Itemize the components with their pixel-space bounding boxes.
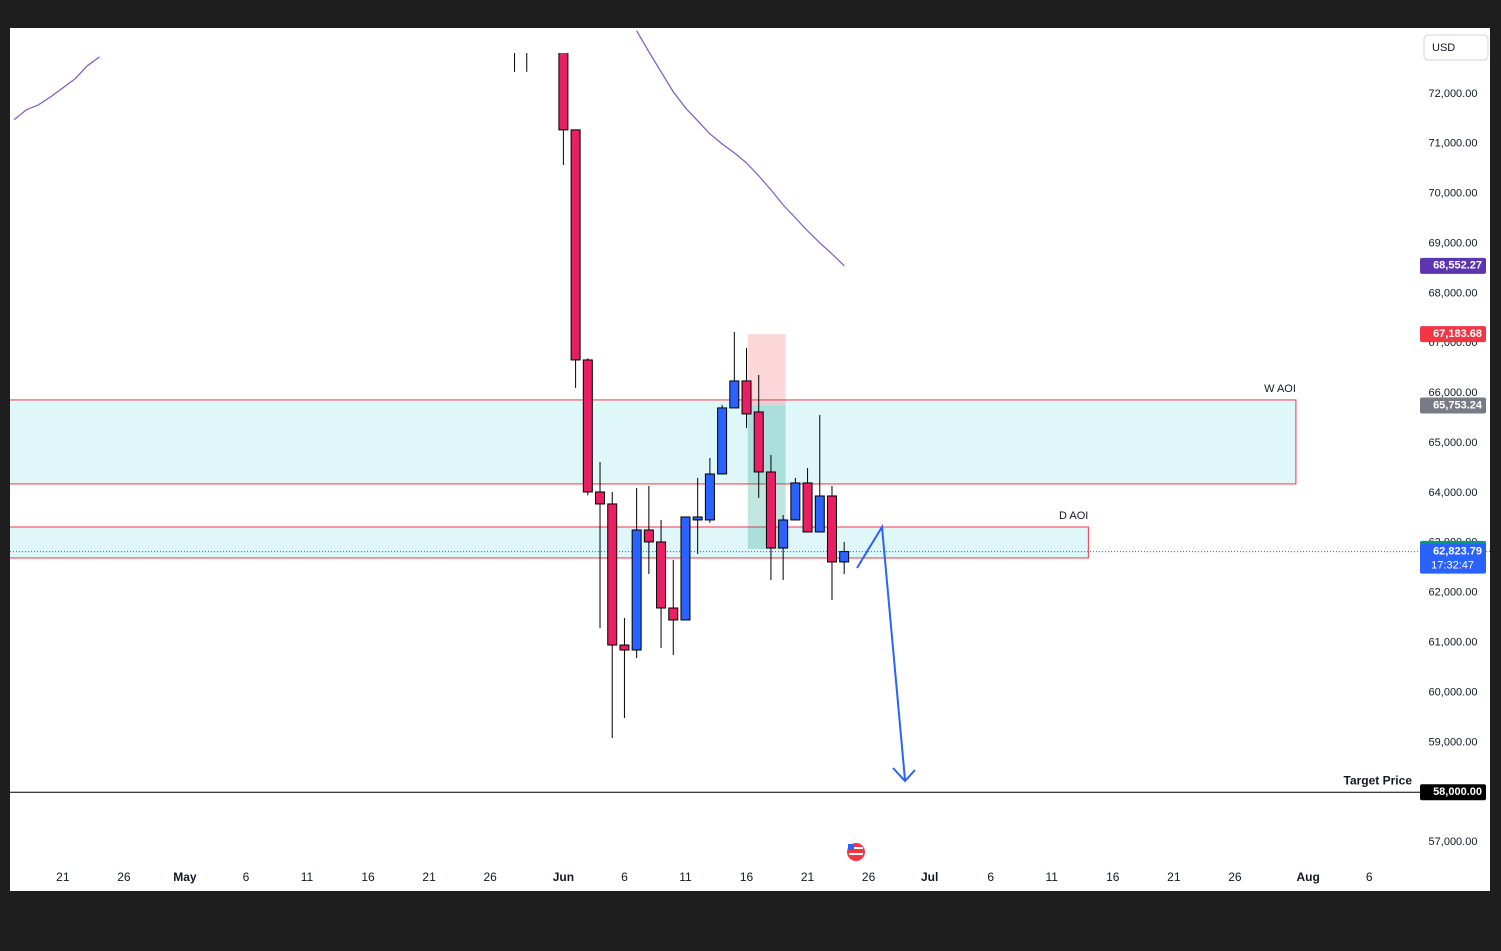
stop-zone <box>747 334 786 406</box>
y-tick-label: 64,000.00 <box>1429 487 1478 499</box>
x-tick-label: 21 <box>56 870 70 884</box>
flag-stripe <box>849 847 863 849</box>
price-label: 58,000.00 <box>1433 786 1482 798</box>
candle-body <box>680 516 691 621</box>
y-tick-label: 59,000.00 <box>1429 736 1478 748</box>
x-tick-label: 6 <box>243 870 250 884</box>
y-tick-label: 70,000.00 <box>1429 188 1478 200</box>
candle-body <box>619 644 630 651</box>
x-tick-label: Jul <box>921 870 938 884</box>
candle-body <box>668 607 679 621</box>
aoi-label: D AOI <box>1059 510 1088 522</box>
price-label: 68,552.27 <box>1433 260 1482 272</box>
countdown-label: 17:32:47 <box>1431 560 1474 572</box>
candle-body <box>570 129 581 361</box>
moving-average <box>13 30 845 267</box>
candle-body <box>753 411 764 473</box>
x-tick-label: 6 <box>1366 870 1373 884</box>
price-label: 65,753.24 <box>1433 399 1483 411</box>
y-tick-label: 72,000.00 <box>1429 88 1478 100</box>
currency-button-box[interactable] <box>1423 34 1489 61</box>
currency-button-label[interactable]: USD <box>1432 42 1455 54</box>
x-tick-label: 11 <box>301 870 314 884</box>
x-tick-label: 16 <box>361 870 375 884</box>
zones <box>10 399 1297 559</box>
y-tick-label: 60,000.00 <box>1429 686 1478 698</box>
candle-body <box>778 519 789 549</box>
event-icon[interactable] <box>845 841 867 863</box>
price-label: 67,183.68 <box>1433 328 1482 340</box>
candle-body <box>643 529 654 543</box>
x-tick-label: 26 <box>1228 870 1242 884</box>
x-tick-label: Aug <box>1296 870 1319 884</box>
candle-body <box>765 471 776 549</box>
currency-button[interactable]: USD <box>1423 34 1489 61</box>
x-tick-label: 26 <box>117 870 131 884</box>
price-label-box <box>1420 257 1486 274</box>
aoi-zone <box>10 399 1297 485</box>
candle-body <box>656 541 667 609</box>
price-labels: 68,552.2767,183.6865,753.2462,877.1558,0… <box>1420 257 1486 801</box>
x-tick-label: 21 <box>1167 870 1181 884</box>
y-tick-label: 69,000.00 <box>1429 237 1478 249</box>
candle-body <box>814 495 825 533</box>
projection-arrow <box>856 523 916 783</box>
candle-body <box>826 495 837 563</box>
candle-body <box>790 482 801 521</box>
arrow-path <box>856 523 906 781</box>
x-tick-label: 26 <box>862 870 876 884</box>
candles <box>514 53 850 739</box>
x-tick-label: 11 <box>1046 870 1059 884</box>
candle-body <box>692 516 703 521</box>
candle-body <box>729 380 740 409</box>
x-tick-label: 26 <box>483 870 497 884</box>
x-tick-label: May <box>173 870 197 884</box>
candle-body <box>595 491 606 505</box>
target-label: Target Price <box>1344 773 1413 787</box>
last-price-label: 62,823.79 <box>1433 546 1482 558</box>
candle-body <box>717 407 728 475</box>
price-label-box <box>1420 784 1486 801</box>
candle-body <box>741 380 752 415</box>
candle-body <box>802 482 813 533</box>
y-tick-label: 66,000.00 <box>1429 387 1478 399</box>
candle-body <box>558 53 569 131</box>
y-tick-label: 71,000.00 <box>1429 138 1478 150</box>
candle-body <box>631 529 642 651</box>
y-tick-label: 68,000.00 <box>1429 287 1478 299</box>
flag-canton <box>848 844 854 850</box>
y-tick-label: 65,000.00 <box>1429 437 1478 449</box>
candle-body <box>704 473 715 521</box>
y-tick-label: 62,000.00 <box>1429 587 1478 599</box>
arrow-head <box>892 767 916 783</box>
chart-area <box>10 28 1490 891</box>
price-label-box <box>1420 397 1486 414</box>
candle-body <box>839 551 850 563</box>
x-tick-label: 6 <box>987 870 994 884</box>
candle-body <box>582 359 593 493</box>
lines <box>10 30 1490 553</box>
x-tick-label: 11 <box>679 870 692 884</box>
x-tick-label: 16 <box>1106 870 1120 884</box>
x-tick-label: 21 <box>801 870 815 884</box>
x-tick-label: Jun <box>553 870 574 884</box>
aoi-zone <box>10 526 1089 559</box>
price-label-box <box>1420 326 1486 343</box>
aoi-label: W AOI <box>1264 383 1296 395</box>
x-tick-label: 6 <box>621 870 628 884</box>
flag-stripe <box>849 853 863 855</box>
x-tick-label: 21 <box>422 870 436 884</box>
x-tick-label: 16 <box>740 870 754 884</box>
y-tick-label: 57,000.00 <box>1429 836 1478 848</box>
candle-body <box>607 503 618 646</box>
y-tick-label: 61,000.00 <box>1429 636 1478 648</box>
last-price-box <box>1420 543 1486 574</box>
